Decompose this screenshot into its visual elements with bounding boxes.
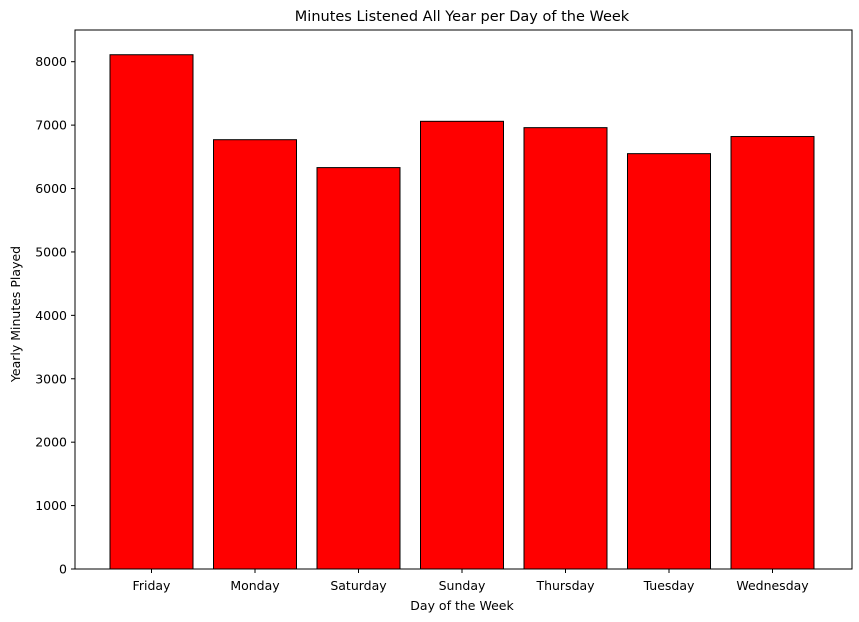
y-tick-label: 8000 [35, 54, 67, 69]
x-axis-label: Day of the Week [410, 598, 514, 613]
y-axis-ticks: 0 1000 2000 3000 4000 5000 6000 7000 8000 [35, 54, 75, 577]
y-tick-label: 0 [59, 562, 67, 577]
x-tick-label: Tuesday [643, 578, 695, 593]
bar-thursday [523, 127, 608, 570]
x-tick-label: Friday [133, 578, 171, 593]
chart-title: Minutes Listened All Year per Day of the… [295, 9, 630, 25]
bar-friday [109, 54, 194, 570]
y-tick-label: 6000 [35, 181, 67, 196]
x-tick-label: Saturday [330, 578, 387, 593]
y-tick-label: 7000 [35, 118, 67, 133]
y-tick-label: 4000 [35, 308, 67, 323]
y-tick-label: 2000 [35, 435, 67, 450]
bar-saturday [316, 167, 401, 570]
bar-tuesday [627, 153, 711, 570]
bar-wednesday [730, 136, 815, 570]
bar-monday [213, 139, 297, 570]
x-axis-ticks: Friday Monday Saturday Sunday Thursday Tuesda… [133, 569, 809, 593]
bars-group [109, 54, 815, 570]
y-tick-label: 5000 [35, 244, 67, 259]
y-tick-label: 1000 [35, 498, 67, 513]
bar-sunday [420, 120, 504, 570]
plot-frame [74, 29, 853, 570]
x-tick-label: Sunday [439, 578, 486, 593]
x-tick-label: Thursday [535, 578, 595, 593]
x-tick-label: Monday [230, 578, 280, 593]
y-axis-label: Yearly Minutes Played [8, 246, 23, 383]
x-tick-label: Wednesday [736, 578, 809, 593]
y-tick-label: 3000 [35, 371, 67, 386]
axes-spines [74, 29, 853, 570]
